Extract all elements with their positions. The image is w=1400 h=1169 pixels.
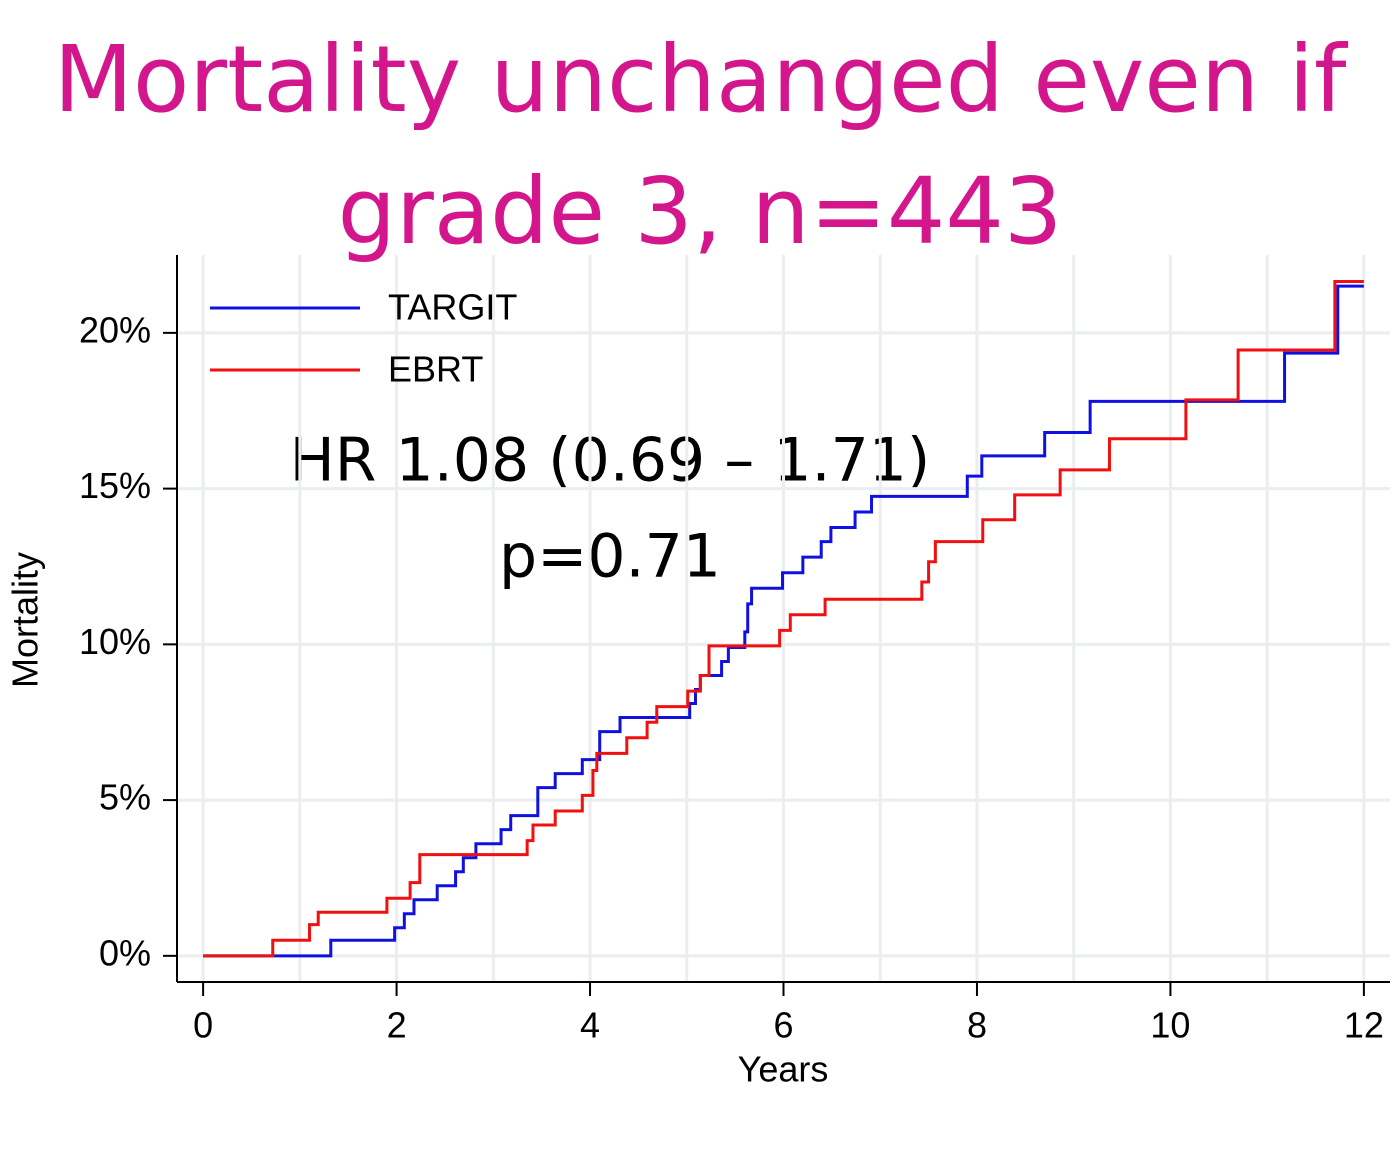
annotation: p=0.71 (499, 522, 721, 592)
x-tick-label: 12 (1344, 1005, 1384, 1046)
x-tick-label: 0 (193, 1005, 213, 1046)
y-tick-label: 20% (79, 309, 151, 350)
annotation: HR 1.08 (0.69 – 1.71) (290, 426, 931, 496)
y-tick-label: 5% (99, 777, 151, 818)
x-tick-label: 6 (773, 1005, 793, 1046)
y-tick-label: 0% (99, 932, 151, 973)
y-tick-label: 15% (79, 465, 151, 506)
legend-label: EBRT (388, 349, 483, 390)
legend-label: TARGIT (388, 287, 517, 328)
x-tick-label: 8 (967, 1005, 987, 1046)
step-line (203, 279, 1364, 958)
chart-title: Mortality unchanged even if grade 3, n=4… (53, 26, 1347, 265)
x-axis-label: Years (738, 1049, 829, 1090)
y-axis-label: Mortality (5, 552, 46, 688)
y-tick-label: 10% (79, 621, 151, 662)
x-tick-label: 2 (387, 1005, 407, 1046)
x-tick-label: 10 (1150, 1005, 1190, 1046)
x-tick-label: 4 (580, 1005, 600, 1046)
